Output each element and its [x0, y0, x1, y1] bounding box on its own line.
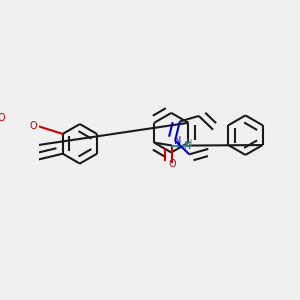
- Text: N: N: [184, 140, 191, 151]
- Text: N: N: [174, 136, 181, 146]
- Text: O: O: [0, 113, 5, 123]
- Text: O: O: [169, 159, 176, 169]
- Text: H: H: [186, 139, 192, 148]
- Text: O: O: [29, 121, 37, 130]
